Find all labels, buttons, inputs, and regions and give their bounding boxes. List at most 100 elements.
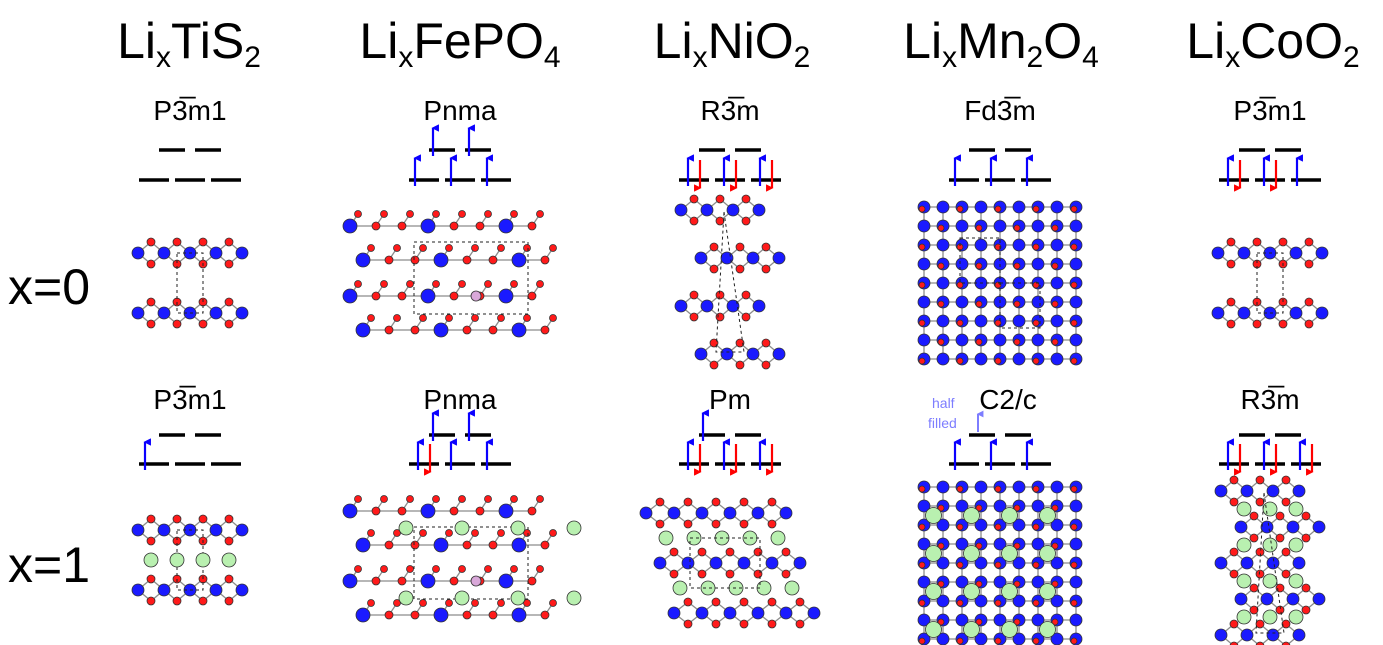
anion-atom (1013, 504, 1021, 512)
anion-atom (432, 210, 440, 218)
transition-metal-atom (433, 607, 449, 623)
transition-metal-atom (746, 347, 760, 361)
anion-atom (1281, 497, 1291, 507)
lithium-atom (143, 552, 159, 568)
anion-atom (445, 529, 453, 537)
anion-atom (488, 255, 498, 265)
transition-metal-atom (1286, 592, 1300, 606)
space-group-coo2-x0: P3̅m1 (1233, 95, 1306, 126)
anion-atom (397, 506, 407, 516)
transition-metal-atom (726, 299, 740, 313)
anion-atom (937, 224, 945, 232)
anion-atom (975, 542, 983, 550)
transition-metal-atom (420, 573, 436, 589)
transition-metal-atom (1050, 632, 1064, 645)
anion-atom (994, 357, 1002, 365)
anion-atom (471, 244, 479, 252)
anion-atom (397, 291, 407, 301)
anion-atom (549, 244, 557, 252)
anion-atom (224, 319, 234, 329)
space-group-mn2o4-x1: C2/c (979, 384, 1037, 415)
transition-metal-atom (1031, 575, 1045, 589)
transition-metal-atom (1050, 352, 1064, 366)
anion-atom (709, 360, 719, 370)
anion-atom (471, 599, 479, 607)
anion-atom (697, 569, 707, 579)
anion-atom (735, 242, 745, 252)
anion-atom (689, 216, 699, 226)
formula-part: 2 (1343, 41, 1360, 74)
anion-atom (753, 547, 763, 557)
anion-atom (484, 210, 492, 218)
anion-atom (510, 280, 518, 288)
anion-atom (354, 495, 362, 503)
anion-atom (172, 596, 182, 606)
lithium-atom (1288, 501, 1304, 517)
anion-atom (956, 319, 964, 327)
transition-metal-atom (917, 575, 931, 589)
transition-metal-atom (1069, 613, 1083, 627)
formula-part: x (156, 41, 171, 74)
transition-metal-atom (936, 632, 950, 645)
transition-metal-atom (511, 322, 527, 338)
anion-atom (510, 210, 518, 218)
formula-part: NiO (708, 13, 794, 69)
transition-metal-atom (765, 556, 779, 570)
anion-atom (380, 495, 388, 503)
transition-metal-atom (1237, 306, 1251, 320)
anion-atom (1032, 599, 1040, 607)
transition-metal-atom (674, 299, 688, 313)
transition-metal-atom (511, 537, 527, 553)
anion-atom (956, 637, 964, 645)
anion-atom (1281, 641, 1291, 645)
transition-metal-atom (917, 257, 931, 271)
transition-metal-atom (1312, 592, 1326, 606)
anion-atom (715, 312, 725, 322)
unit-cell (959, 237, 1001, 284)
anion-atom (956, 599, 964, 607)
transition-metal-atom (974, 200, 988, 214)
anion-atom (918, 357, 926, 365)
anion-atom (918, 243, 926, 251)
formula-part: Li (654, 13, 693, 69)
anion-atom (458, 280, 466, 288)
transition-metal-atom (974, 352, 988, 366)
lithium-atom (1288, 609, 1304, 625)
anion-atom (709, 264, 719, 274)
lithium-atom (454, 590, 470, 606)
transition-metal-atom (695, 606, 709, 620)
formula-part: O (1043, 13, 1082, 69)
anion-atom (683, 519, 693, 529)
anion-atom (918, 599, 926, 607)
anion-atom (1281, 619, 1291, 629)
anion-atom (397, 221, 407, 231)
formula-part: 2 (794, 41, 811, 74)
transition-metal-atom (1012, 200, 1026, 214)
anion-atom (1013, 618, 1021, 626)
anion-atom (146, 297, 156, 307)
lithium-atom (963, 621, 980, 638)
anion-atom (540, 255, 550, 265)
anion-atom (458, 210, 466, 218)
anion-atom (549, 599, 557, 607)
transition-metal-atom (1214, 484, 1228, 498)
anion-atom (1070, 319, 1078, 327)
transition-metal-atom (936, 518, 950, 532)
formula-part: 2 (1027, 41, 1044, 74)
transition-metal-atom (936, 314, 950, 328)
transition-metal-atom (1050, 200, 1064, 214)
lithium-atom (1001, 507, 1018, 524)
space-group-mn2o4-x0: Fd3̅m (964, 95, 1036, 126)
anion-atom (683, 597, 693, 607)
formula-part: TiS (171, 13, 244, 69)
unit-cell (176, 252, 204, 314)
anion-atom (1229, 641, 1239, 645)
anion-atom (1229, 569, 1239, 579)
anion-atom (683, 619, 693, 629)
anion-atom (918, 561, 926, 569)
formula-part: x (693, 41, 708, 74)
lithium-atom (169, 552, 185, 568)
anion-atom (371, 291, 381, 301)
transition-metal-atom (209, 523, 223, 537)
transition-metal-atom (1031, 295, 1045, 309)
